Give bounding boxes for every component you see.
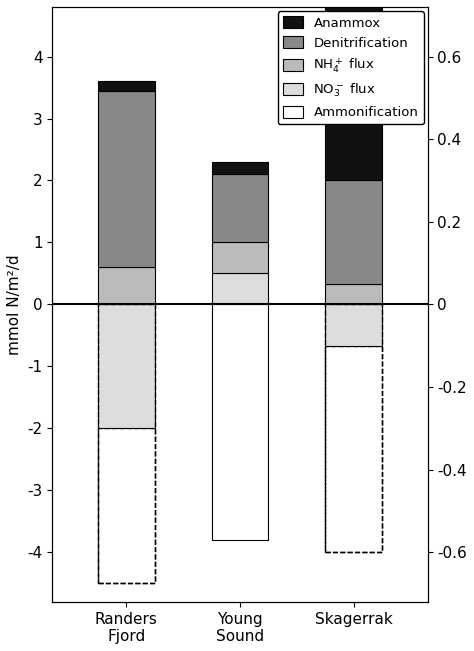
Bar: [325, 0, 382, 180]
Bar: [211, 162, 268, 174]
Legend: Anammox, Denitrification, NH$_4^+$ flux, NO$_3^-$ flux, Ammonification: Anammox, Denitrification, NH$_4^+$ flux,…: [278, 11, 424, 124]
Bar: [211, 174, 268, 242]
Bar: [325, 346, 382, 552]
Bar: [98, 305, 155, 583]
Bar: [211, 242, 268, 273]
Bar: [98, 90, 155, 268]
Bar: [325, 305, 382, 552]
Bar: [98, 268, 155, 305]
Bar: [325, 180, 382, 284]
Bar: [325, 305, 382, 346]
Bar: [98, 428, 155, 583]
Bar: [211, 305, 268, 540]
Bar: [211, 273, 268, 305]
Y-axis label: mmol N/m²/d: mmol N/m²/d: [7, 254, 22, 355]
Bar: [98, 81, 155, 90]
Bar: [325, 284, 382, 305]
Bar: [98, 305, 155, 428]
